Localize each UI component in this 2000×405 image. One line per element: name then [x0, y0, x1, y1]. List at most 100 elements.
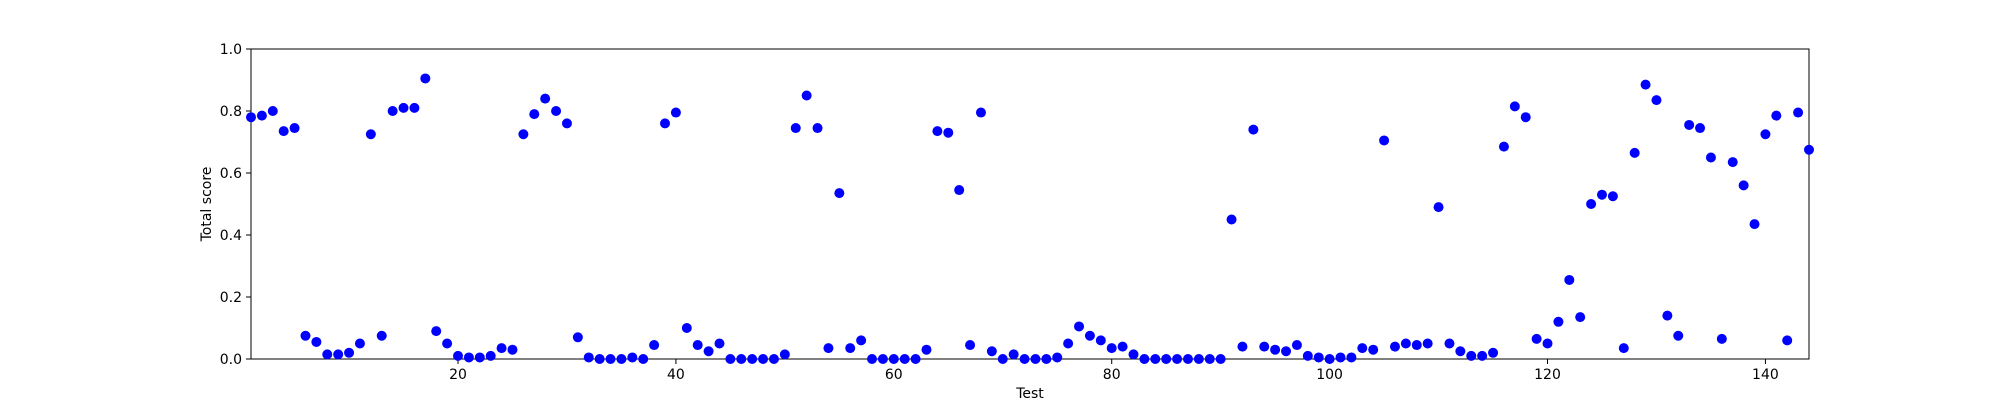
data-point — [703, 346, 714, 357]
data-point — [681, 323, 692, 333]
data-point — [267, 106, 278, 116]
data-point — [768, 354, 779, 364]
plot-area — [250, 48, 1810, 360]
data-point — [834, 188, 845, 199]
x-tick-label: 20 — [449, 367, 467, 383]
data-point — [1106, 343, 1117, 354]
data-point — [1586, 199, 1597, 209]
data-point — [1008, 349, 1019, 360]
data-point — [1771, 110, 1782, 121]
data-point — [932, 126, 943, 137]
data-point — [1379, 135, 1390, 146]
data-point — [692, 340, 703, 351]
data-point — [485, 350, 496, 361]
data-point — [1498, 141, 1509, 152]
data-point — [1346, 352, 1357, 363]
data-point — [747, 354, 758, 364]
data-point — [997, 354, 1008, 364]
data-point — [453, 350, 464, 361]
data-point — [1553, 316, 1564, 327]
data-point — [1204, 354, 1215, 364]
data-point — [1335, 352, 1346, 363]
data-point — [1466, 350, 1477, 361]
data-point — [1030, 354, 1041, 364]
data-point — [1215, 354, 1226, 364]
data-point — [540, 93, 551, 104]
data-point — [322, 349, 333, 360]
data-point — [1313, 352, 1324, 363]
data-point — [790, 123, 801, 134]
data-point — [551, 106, 562, 116]
data-point — [1041, 354, 1052, 364]
data-point — [1052, 352, 1063, 363]
data-point — [474, 352, 485, 363]
data-point — [376, 330, 387, 341]
data-point — [1782, 335, 1793, 346]
y-tick-label: 0.2 — [220, 290, 242, 306]
data-points — [246, 73, 1814, 364]
y-tick-label: 0.6 — [220, 166, 242, 182]
data-point — [1575, 312, 1586, 323]
y-tick-label: 0.0 — [220, 352, 242, 368]
data-point — [354, 338, 365, 349]
data-point — [431, 326, 442, 337]
data-point — [387, 106, 398, 116]
x-tick-label: 60 — [885, 367, 903, 383]
data-point — [1117, 341, 1128, 352]
data-point — [1673, 330, 1684, 341]
data-point — [649, 340, 660, 351]
x-tick-label: 120 — [1534, 367, 1561, 383]
data-point — [1063, 338, 1074, 349]
data-point — [1182, 354, 1193, 364]
data-point — [1793, 107, 1804, 118]
data-point — [1629, 147, 1640, 158]
data-point — [583, 352, 594, 363]
data-point — [845, 343, 856, 354]
data-point — [518, 129, 529, 140]
data-point — [986, 346, 997, 357]
data-point — [1477, 350, 1488, 361]
data-point — [1019, 354, 1030, 364]
data-point — [420, 73, 431, 84]
data-point — [1738, 180, 1749, 191]
data-point — [300, 330, 311, 341]
data-point — [736, 354, 747, 364]
data-point — [801, 90, 812, 101]
data-point — [714, 338, 725, 349]
data-point — [1281, 346, 1292, 357]
data-point — [812, 123, 823, 134]
data-point — [409, 102, 420, 113]
data-point — [1564, 274, 1575, 285]
data-point — [1640, 79, 1651, 90]
data-point — [463, 352, 474, 363]
data-point — [1139, 354, 1150, 364]
x-axis-ticks: 20 40 60 80 100 120 140 — [449, 359, 1779, 383]
data-point — [1259, 341, 1270, 352]
data-point — [1172, 354, 1183, 364]
data-point — [605, 354, 616, 364]
data-point — [1749, 219, 1760, 230]
data-point — [725, 354, 736, 364]
data-point — [823, 343, 834, 354]
data-point — [670, 107, 681, 118]
data-point — [289, 123, 300, 134]
data-point — [246, 112, 256, 123]
data-point — [442, 338, 453, 349]
data-point — [344, 347, 355, 358]
data-point — [1520, 112, 1531, 123]
y-axis-label: Total score — [199, 167, 215, 243]
data-point — [1716, 333, 1727, 344]
data-point — [1161, 354, 1172, 364]
data-point — [1324, 354, 1335, 364]
data-point — [496, 343, 507, 354]
data-point — [1357, 343, 1368, 354]
data-point — [1651, 95, 1662, 106]
data-point — [758, 354, 769, 364]
data-point — [1291, 340, 1302, 351]
data-point — [594, 354, 605, 364]
data-point — [1727, 157, 1738, 168]
data-point — [1150, 354, 1161, 364]
data-point — [1488, 347, 1499, 358]
data-point — [1422, 338, 1433, 349]
data-point — [365, 129, 376, 140]
